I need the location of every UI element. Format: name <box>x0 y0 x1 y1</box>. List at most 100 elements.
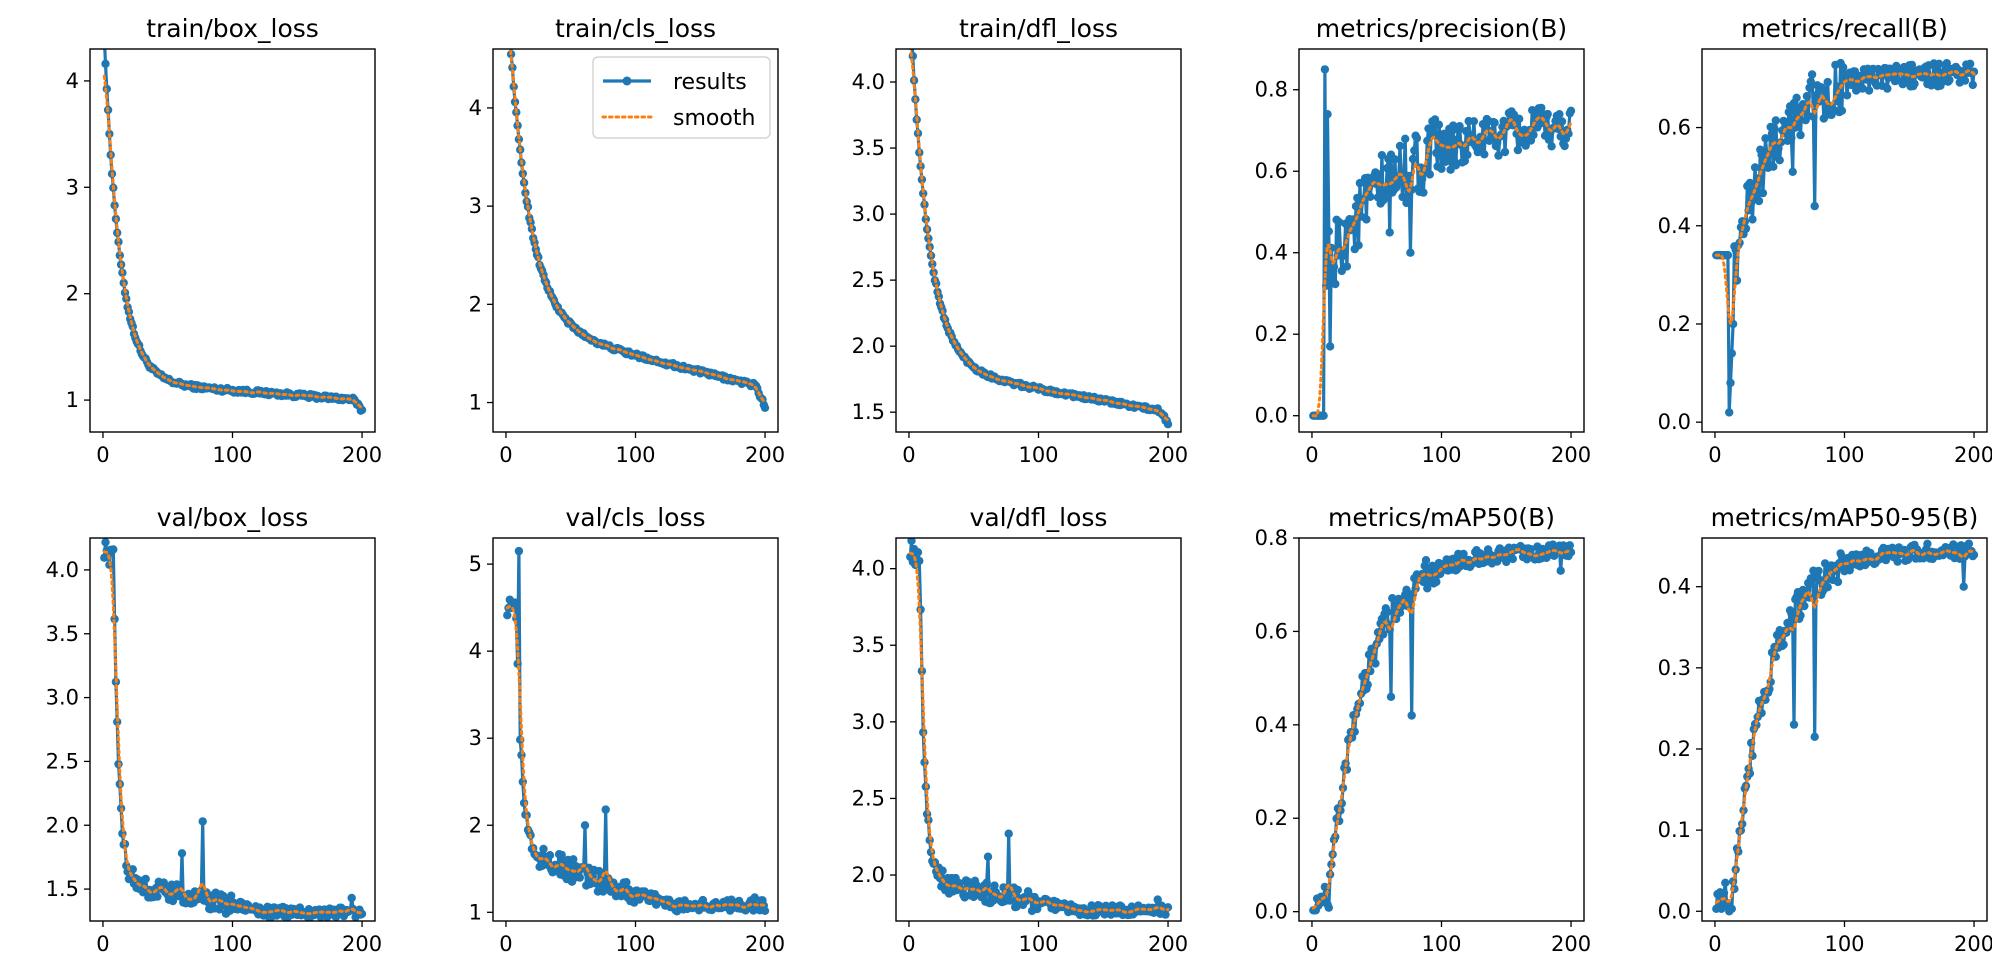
results-point <box>128 865 137 874</box>
x-tick-label: 0 <box>1305 932 1318 956</box>
results-point <box>1810 201 1819 211</box>
results-point <box>1371 659 1380 668</box>
results-point <box>1469 117 1479 126</box>
y-tick-label: 3.0 <box>46 686 79 710</box>
results-point <box>514 135 524 144</box>
results-point <box>575 873 584 882</box>
results-point <box>1907 60 1917 70</box>
results-point <box>919 189 928 198</box>
results-point <box>101 538 110 547</box>
results-point <box>924 234 933 243</box>
results-point <box>1432 577 1441 587</box>
y-tick-label: 2.0 <box>852 334 885 358</box>
results-point <box>1004 829 1013 838</box>
x-tick-label: 200 <box>745 932 785 956</box>
results-point <box>1395 141 1405 151</box>
results-point <box>504 10 512 18</box>
results-point <box>1745 178 1755 188</box>
subplot-title: metrics/mAP50(B) <box>1328 503 1555 532</box>
results-point <box>1521 141 1530 150</box>
results-point <box>1959 582 1968 591</box>
results-series <box>906 7 1173 429</box>
results-point <box>506 30 514 38</box>
results-point <box>1388 594 1397 603</box>
results-point <box>1787 609 1796 618</box>
x-tick-label: 200 <box>1954 443 1992 467</box>
y-tick-label: 0.6 <box>1255 619 1288 643</box>
results-point <box>1500 147 1510 157</box>
results-point <box>141 874 150 884</box>
results-point <box>1883 84 1892 93</box>
subplot-title: val/dfl_loss <box>970 503 1108 532</box>
results-point <box>1727 349 1737 358</box>
results-point <box>1557 117 1567 126</box>
x-tick-label: 200 <box>1148 932 1188 956</box>
results-point <box>153 892 162 901</box>
y-tick-label: 4 <box>66 69 79 93</box>
smooth-line <box>908 551 1170 914</box>
results-point <box>1796 130 1805 140</box>
results-point <box>1560 141 1569 151</box>
results-point <box>1793 109 1803 118</box>
results-point <box>1758 188 1768 198</box>
y-tick-label: 0.0 <box>1658 410 1691 434</box>
subplot-val-cls-loss: val/cls_loss 0 100 200 1 2 3 4 5 <box>469 503 785 956</box>
results-point <box>1410 146 1419 155</box>
results-point <box>1329 262 1339 271</box>
results-point <box>1787 133 1796 142</box>
results-point <box>906 7 914 15</box>
results-point <box>1726 378 1735 388</box>
results-point <box>1750 163 1760 172</box>
results-point <box>1748 215 1757 224</box>
y-tick-label: 4.0 <box>852 70 885 94</box>
results-point <box>1161 910 1170 919</box>
results-point <box>1544 135 1554 144</box>
x-tick-label: 100 <box>212 932 252 956</box>
results-point <box>1486 134 1495 143</box>
results-point <box>1814 566 1823 576</box>
results-point <box>1406 248 1415 257</box>
y-tick-label: 2.5 <box>46 749 79 773</box>
legend-smooth-label: smooth <box>673 106 755 131</box>
results-point <box>1362 215 1371 224</box>
y-tick-label: 1.5 <box>46 877 79 901</box>
legend: results smooth <box>592 56 771 139</box>
results-point <box>760 906 770 915</box>
results-point <box>198 817 207 826</box>
results-point <box>1899 545 1909 555</box>
results-point <box>1402 585 1411 594</box>
x-tick-label: 0 <box>499 932 512 956</box>
results-point <box>1820 86 1830 96</box>
axes-frame <box>492 537 779 922</box>
y-tick-label: 0.1 <box>1658 818 1691 842</box>
results-point <box>760 403 770 412</box>
results-point <box>1323 110 1332 119</box>
y-tick-label: 1 <box>66 388 79 412</box>
results-point <box>907 31 915 39</box>
results-point <box>1408 154 1418 164</box>
subplot-val-dfl-loss: val/dfl_loss 0 100 200 2.0 2.5 3.0 3.5 4.0 <box>852 503 1188 956</box>
y-tick-label: 0.4 <box>1658 575 1691 599</box>
results-point <box>1331 279 1340 289</box>
y-tick-label: 2 <box>66 282 79 306</box>
results-line <box>908 539 1169 918</box>
results-point <box>1517 134 1527 144</box>
results-point <box>510 598 520 607</box>
results-point <box>503 611 512 620</box>
results-point <box>1419 188 1428 197</box>
subplot-title: metrics/precision(B) <box>1316 14 1567 43</box>
results-point <box>580 821 590 830</box>
x-tick-label: 100 <box>1018 443 1058 467</box>
results-point <box>1382 164 1392 173</box>
y-tick-label: 0.0 <box>1658 899 1691 923</box>
y-tick-label: 0.4 <box>1255 713 1288 737</box>
results-point <box>1490 118 1499 127</box>
results-point <box>1463 150 1472 160</box>
smooth-line <box>1311 548 1573 910</box>
results-point <box>1770 124 1779 134</box>
results-point <box>1324 227 1334 236</box>
results-point <box>1960 76 1970 85</box>
results-point <box>1565 541 1575 550</box>
subplot-train-box-loss: train/box_loss 0 100 200 1 2 3 4 <box>66 14 382 467</box>
